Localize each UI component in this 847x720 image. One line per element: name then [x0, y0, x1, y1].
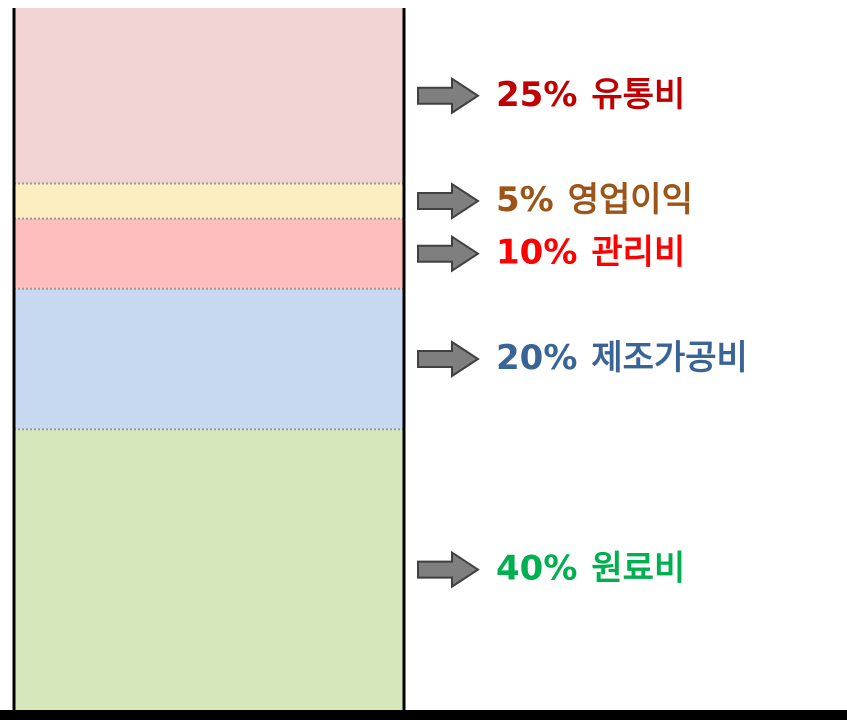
- segment-label: 5% 영업이익: [496, 180, 693, 220]
- legend-label: 원료비: [591, 548, 685, 588]
- segment-label: 40% 원료비: [496, 548, 685, 588]
- value-label: 25%: [496, 74, 577, 114]
- arrow: [417, 550, 480, 589]
- legend-label: 관리비: [591, 232, 685, 272]
- legend-label: 유통비: [591, 74, 685, 114]
- arrow: [417, 182, 480, 220]
- segment-label: 10% 관리비: [496, 232, 685, 272]
- segment-label: 25% 유통비: [496, 74, 685, 114]
- bar-segment: [14, 429, 404, 710]
- arrow: [417, 340, 480, 378]
- bar-segment: [14, 288, 404, 430]
- value-label: 10%: [496, 232, 577, 272]
- arrow: [417, 234, 480, 273]
- value-label: 5%: [496, 180, 554, 220]
- legend-label: 제조가공비: [591, 338, 747, 378]
- value-label: 40%: [496, 548, 577, 588]
- bottom-band: [0, 710, 847, 720]
- value-label: 20%: [496, 338, 577, 378]
- segment-label: 20% 제조가공비: [496, 338, 748, 378]
- bar-segment: [14, 218, 404, 289]
- bar-segment: [14, 8, 404, 184]
- bar-segment: [14, 183, 404, 219]
- arrow: [417, 76, 480, 115]
- legend-label: 영업이익: [568, 180, 693, 220]
